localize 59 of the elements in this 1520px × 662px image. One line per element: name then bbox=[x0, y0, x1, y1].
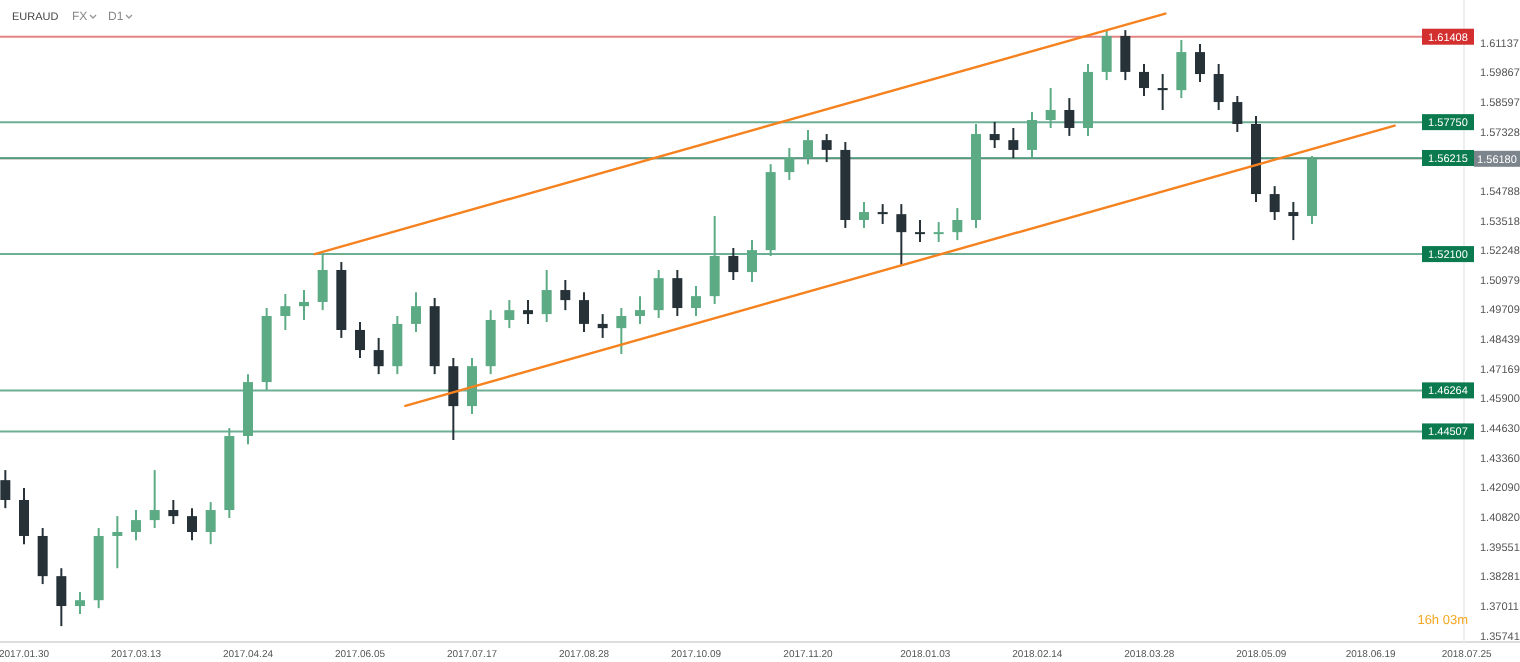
candlestick bbox=[317, 253, 328, 312]
candlestick bbox=[933, 221, 944, 243]
candlestick bbox=[75, 591, 85, 615]
candlestick bbox=[579, 291, 589, 334]
candlestick bbox=[821, 133, 832, 164]
candlestick bbox=[803, 129, 813, 166]
candlestick bbox=[1045, 87, 1056, 129]
candlestick bbox=[1120, 29, 1131, 82]
candlestick bbox=[1232, 94, 1243, 133]
candlestick bbox=[691, 285, 701, 317]
candlestick bbox=[168, 499, 179, 526]
candlestick bbox=[112, 515, 123, 570]
candlestick bbox=[877, 203, 888, 225]
candlestick bbox=[1064, 97, 1075, 137]
candlestick bbox=[1139, 62, 1149, 97]
candlestick bbox=[1213, 62, 1224, 111]
candlestick bbox=[709, 215, 720, 306]
candlestick bbox=[0, 469, 11, 510]
candlestick bbox=[859, 201, 869, 229]
candlestick bbox=[485, 309, 496, 376]
candlestick bbox=[523, 299, 533, 325]
candlestick bbox=[467, 357, 477, 416]
candlestick bbox=[131, 509, 141, 542]
candlestick bbox=[784, 147, 795, 182]
candlestick bbox=[392, 314, 403, 376]
candlestick bbox=[952, 207, 963, 242]
candlestick bbox=[915, 218, 925, 243]
candlestick bbox=[989, 120, 1000, 150]
candlestick bbox=[672, 268, 683, 317]
candlestick bbox=[616, 307, 627, 356]
candlestick bbox=[19, 487, 29, 546]
candlestick bbox=[747, 239, 757, 284]
candlestick bbox=[541, 268, 552, 324]
candlestick bbox=[635, 295, 645, 325]
candlestick bbox=[187, 507, 197, 542]
candlestick bbox=[280, 293, 291, 331]
candlestick bbox=[1288, 201, 1299, 242]
candlestick bbox=[1176, 38, 1187, 100]
candlestick bbox=[896, 203, 907, 267]
candlestick bbox=[1101, 29, 1112, 82]
candlestick bbox=[448, 357, 459, 441]
candlestick bbox=[355, 321, 365, 360]
candlestick bbox=[299, 289, 309, 321]
candlestick bbox=[1157, 73, 1168, 111]
candlestick bbox=[37, 527, 48, 586]
candlestick bbox=[597, 313, 608, 339]
candlestick bbox=[728, 247, 739, 282]
candlestick bbox=[653, 268, 664, 320]
candlestick bbox=[149, 469, 160, 530]
candlestick bbox=[373, 336, 384, 376]
candlestick bbox=[205, 501, 216, 546]
candlestick bbox=[1027, 111, 1037, 160]
candlestick bbox=[411, 291, 421, 334]
candlestick bbox=[1008, 126, 1019, 160]
candlestick bbox=[56, 567, 67, 628]
candlestick bbox=[560, 279, 571, 312]
candlestick bbox=[1269, 185, 1280, 221]
candlestick bbox=[504, 299, 515, 330]
candlestick bbox=[1195, 42, 1205, 83]
